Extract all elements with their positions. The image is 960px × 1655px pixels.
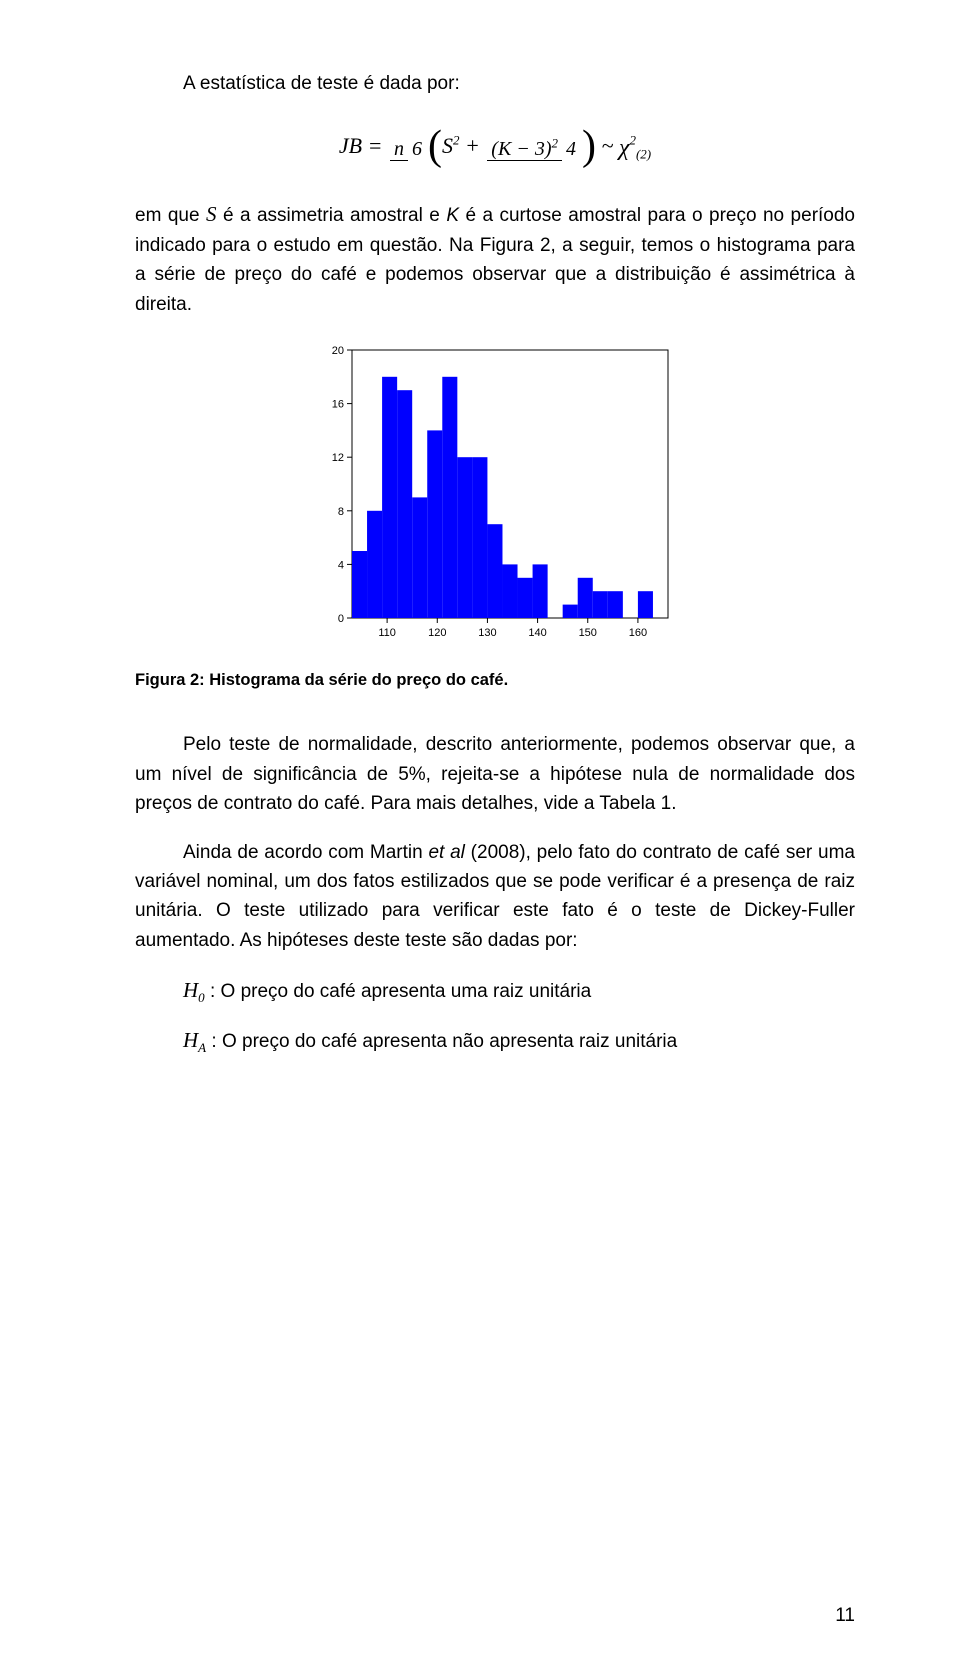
svg-text:4: 4 bbox=[338, 560, 344, 572]
figure-caption: Figura 2: Histograma da série do preço d… bbox=[135, 671, 855, 690]
page: A estatística de teste é dada por: JB = … bbox=[0, 0, 960, 1655]
svg-text:110: 110 bbox=[378, 627, 396, 639]
formula-frac-n6: n6 bbox=[390, 135, 426, 161]
paren-left: ( bbox=[428, 122, 442, 170]
et-al: et al bbox=[428, 842, 464, 863]
svg-text:130: 130 bbox=[478, 627, 496, 639]
svg-text:140: 140 bbox=[528, 627, 546, 639]
H-var-A: H bbox=[183, 1028, 198, 1052]
hypothesis-null: H0 : O preço do café apresenta uma raiz … bbox=[135, 974, 855, 1008]
formula-eq: = bbox=[362, 133, 388, 158]
H-sub-A: A bbox=[198, 1040, 206, 1055]
var-S: S bbox=[206, 202, 217, 226]
svg-text:120: 120 bbox=[428, 627, 446, 639]
jarque-bera-formula: JB = n6(S2 + (K − 3)24) ~ χ2(2) bbox=[135, 124, 855, 172]
formula-chi-sub: (2) bbox=[636, 147, 651, 162]
para-lead: A estatística de teste é dada por: bbox=[135, 69, 855, 98]
hypothesis-alt: HA : O preço do café apresenta não apres… bbox=[135, 1024, 855, 1058]
page-number: 11 bbox=[835, 1605, 855, 1627]
svg-text:160: 160 bbox=[629, 627, 647, 639]
formula-tilde: ~ bbox=[596, 133, 619, 158]
formula-jb: JB bbox=[339, 133, 362, 158]
histogram-chart: 0 4 8 12 16 20 110 120 130 140 150 160 bbox=[135, 338, 855, 653]
formula-S: S bbox=[442, 133, 453, 158]
svg-text:20: 20 bbox=[332, 345, 344, 357]
para-3: Pelo teste de normalidade, descrito ante… bbox=[135, 730, 855, 818]
svg-text:0: 0 bbox=[338, 613, 344, 625]
svg-text:8: 8 bbox=[338, 506, 344, 518]
svg-text:150: 150 bbox=[579, 627, 597, 639]
formula-frac-k34: (K − 3)24 bbox=[487, 135, 580, 161]
svg-text:12: 12 bbox=[332, 452, 344, 464]
var-K: K bbox=[446, 205, 459, 226]
para-2: em que S é a assimetria amostral e K é a… bbox=[135, 198, 855, 319]
paren-right: ) bbox=[582, 122, 596, 170]
histogram-svg: 0 4 8 12 16 20 110 120 130 140 150 160 bbox=[310, 338, 680, 648]
H-var: H bbox=[183, 978, 198, 1002]
formula-chi: χ bbox=[619, 135, 630, 162]
para-4: Ainda de acordo com Martin et al (2008),… bbox=[135, 838, 855, 956]
formula-plus: + bbox=[459, 133, 485, 158]
svg-text:16: 16 bbox=[332, 399, 344, 411]
